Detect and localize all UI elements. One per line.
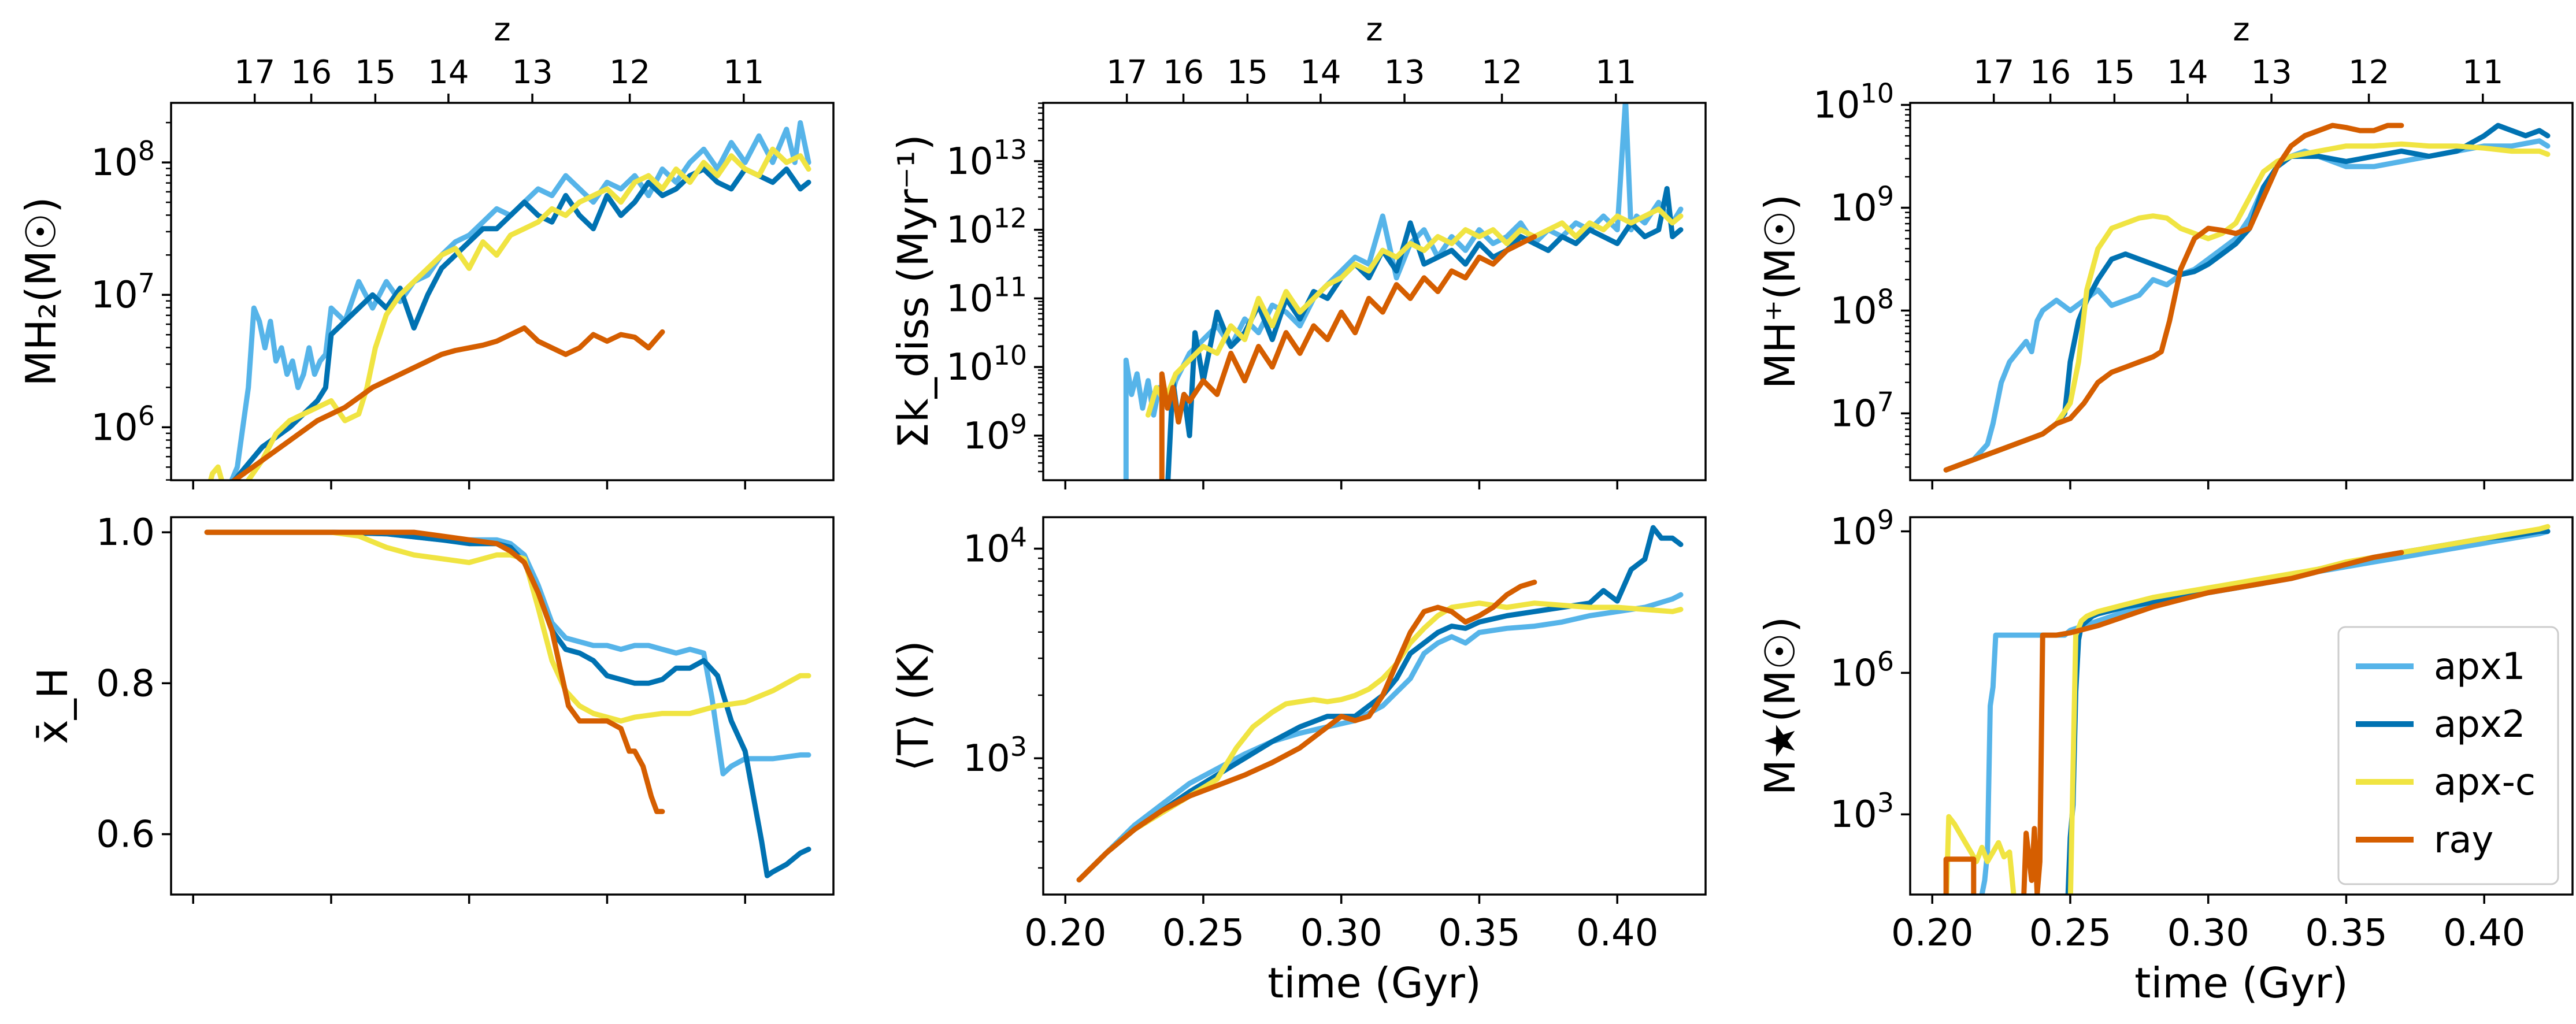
- series-line-apx-c: [204, 529, 811, 724]
- legend: apx1 apx2 apx-c ray: [2337, 626, 2559, 885]
- series-line-apx-c: [1943, 141, 2551, 473]
- y-tick-label: 106: [1830, 645, 1894, 695]
- y-tick-label: 103: [963, 731, 1027, 780]
- series-line-apx2: [1943, 123, 2551, 473]
- y-tick-label: 109: [963, 409, 1027, 458]
- y-axis-label: MH₂(M☉): [17, 197, 65, 387]
- axes-frame: [1909, 516, 2574, 896]
- z-tick-label: 12: [609, 54, 650, 91]
- series-line-apx1: [229, 120, 811, 480]
- series-line-apx1: [1943, 138, 2551, 473]
- x-axis-label: time (Gyr): [2134, 959, 2348, 1007]
- panel-mh2: 17 16 15 14 13 12 11 z 106 107 108 MH₂(M☉): [17, 11, 835, 489]
- y-tick-label: 1012: [946, 203, 1027, 252]
- panel-temp: 0.20 0.25 0.30 0.35 0.40 time (Gyr) 103 104 ⟨T⟩ …: [889, 516, 1707, 1007]
- series-line-ray: [230, 325, 665, 480]
- series-line-apx2: [1165, 185, 1684, 480]
- z-tick-label: 13: [2251, 54, 2292, 91]
- y-tick-label: 106: [91, 400, 155, 449]
- series-line-apx1: [204, 529, 811, 777]
- legend-frame: [2337, 626, 2559, 885]
- x-tick-label: 0.25: [1162, 912, 1245, 955]
- series-line-ray: [204, 529, 665, 814]
- y-tick-label: 0.6: [96, 814, 155, 856]
- series-line-apx-c: [1076, 600, 1684, 883]
- x-tick-label: 0.20: [1024, 912, 1107, 955]
- panel-mhp: 17 16 15 14 13 12 11 z 107 108 109 1010 MH⁺(M☉): [1756, 11, 2574, 489]
- z-tick-label: 11: [2462, 54, 2503, 91]
- z-axis-label: z: [2233, 11, 2249, 49]
- y-tick-label: 104: [963, 521, 1027, 570]
- y-axis-label: Σk_diss (Myr⁻¹): [889, 134, 937, 448]
- x-tick-label: 0.20: [1891, 912, 1974, 955]
- y-tick-label: 1010: [1813, 78, 1894, 127]
- z-axis-label: z: [494, 11, 510, 49]
- panel-mstar: 0.20 0.25 0.30 0.35 0.40 time (Gyr) 103 106 109 M…: [1756, 504, 2574, 1007]
- z-tick-label: 15: [2094, 54, 2135, 91]
- axes-frame: [170, 516, 835, 896]
- z-tick-label: 11: [723, 54, 764, 91]
- z-tick-label: 16: [2030, 54, 2071, 91]
- z-tick-label: 11: [1595, 54, 1636, 91]
- y-tick-label: 107: [91, 268, 155, 317]
- series-line-ray: [1159, 234, 1537, 480]
- y-tick-label: 107: [1830, 386, 1894, 435]
- y-axis-label: x̄_H: [28, 667, 77, 744]
- series-line-apx1: [1076, 592, 1684, 883]
- y-tick-label: 109: [1830, 180, 1894, 229]
- legend-label-apx-c: apx-c: [2434, 761, 2536, 804]
- z-tick-label: 13: [1384, 54, 1425, 91]
- legend-label-apx2: apx2: [2434, 703, 2525, 746]
- y-tick-label: 108: [91, 135, 155, 184]
- x-axis-label: time (Gyr): [1267, 959, 1481, 1007]
- y-tick-label: 103: [1830, 787, 1894, 836]
- legend-label-ray: ray: [2434, 819, 2493, 862]
- x-tick-label: 0.30: [2167, 912, 2249, 955]
- legend-label-apx1: apx1: [2434, 645, 2525, 688]
- z-tick-label: 14: [428, 54, 469, 91]
- z-tick-label: 17: [234, 54, 275, 91]
- axes-frame: [170, 102, 835, 481]
- panel-xh: 0.6 0.8 1.0 x̄_H: [28, 511, 835, 904]
- x-tick-label: 0.25: [2029, 912, 2112, 955]
- series-line-ray: [1076, 580, 1537, 883]
- z-tick-label: 15: [355, 54, 396, 91]
- y-axis-label: ⟨T⟩ (K): [889, 640, 937, 771]
- y-axis-label: MH⁺(M☉): [1756, 194, 1804, 389]
- axes-frame: [1042, 102, 1707, 481]
- x-tick-label: 0.40: [2443, 912, 2526, 955]
- y-tick-label: 1010: [946, 340, 1027, 389]
- y-tick-label: 108: [1830, 283, 1894, 332]
- z-tick-label: 14: [1300, 54, 1341, 91]
- z-tick-label: 16: [291, 54, 332, 91]
- y-tick-label: 1.0: [96, 511, 155, 554]
- axes-frame: [1909, 102, 2574, 481]
- x-tick-label: 0.35: [1438, 912, 1521, 955]
- z-axis-label: z: [1366, 11, 1382, 49]
- series-line-apx2: [230, 166, 811, 480]
- y-tick-label: 1011: [946, 271, 1027, 320]
- z-tick-label: 12: [1481, 54, 1522, 91]
- y-axis-label: M★(M☉): [1756, 617, 1804, 796]
- panel-sumk: 17 16 15 14 13 12 11 z 109 1010 1011 1012 1013Σk_dis…: [889, 11, 1707, 489]
- z-tick-label: 15: [1227, 54, 1268, 91]
- axes-frame: [1042, 516, 1707, 896]
- series-line-ray: [1943, 123, 2404, 473]
- x-tick-label: 0.40: [1576, 912, 1659, 955]
- y-tick-label: 0.8: [96, 662, 155, 705]
- series-line-ray: [1943, 550, 2404, 895]
- z-tick-label: 13: [512, 54, 553, 91]
- x-tick-label: 0.35: [2305, 912, 2388, 955]
- z-tick-label: 12: [2348, 54, 2389, 91]
- series-line-apx-c: [207, 146, 811, 480]
- z-tick-label: 17: [1106, 54, 1147, 91]
- y-tick-label: 1013: [946, 134, 1027, 183]
- z-tick-label: 16: [1163, 54, 1204, 91]
- y-tick-label: 109: [1830, 504, 1894, 553]
- z-tick-label: 17: [1973, 54, 2014, 91]
- series-line-apx-c: [1146, 206, 1684, 418]
- z-tick-label: 14: [2167, 54, 2208, 91]
- x-tick-label: 0.30: [1300, 912, 1382, 955]
